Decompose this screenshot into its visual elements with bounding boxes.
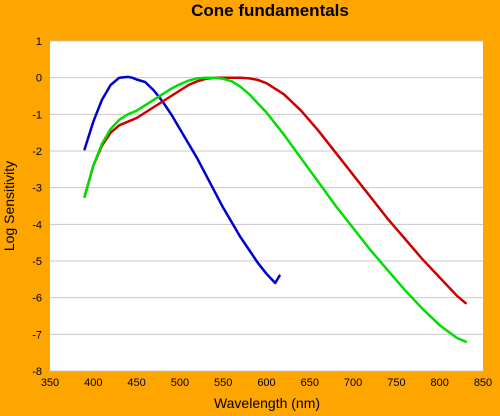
y-tick-label: -8	[32, 366, 42, 378]
x-tick-label: 850	[474, 377, 492, 389]
y-tick-label: 0	[36, 73, 42, 85]
y-tick-label: -4	[32, 219, 42, 231]
y-tick-labels: 1 0 -1 -2 -3 -4 -5 -6 -7 -8	[32, 36, 42, 378]
x-tick-label: 600	[257, 377, 275, 389]
y-tick-label: -6	[32, 293, 42, 305]
chart-title: Cone fundamentals	[191, 1, 349, 20]
series-line-0	[83, 75, 281, 285]
x-tick-label: 750	[387, 377, 405, 389]
y-tick-label: 1	[36, 36, 42, 48]
x-axis-label: Wavelength (nm)	[214, 395, 320, 411]
y-tick-label: -2	[32, 146, 42, 158]
series-line-2	[83, 76, 467, 343]
plot-area	[50, 41, 483, 371]
x-tick-label: 350	[41, 377, 59, 389]
series-line-1	[83, 76, 467, 305]
x-tick-label: 500	[171, 377, 189, 389]
y-tick-label: -5	[32, 256, 42, 268]
y-tick-label: -3	[32, 183, 42, 195]
x-tick-label: 400	[84, 377, 102, 389]
series-lines	[83, 75, 467, 343]
y-axis-label: Log Sensitivity	[1, 161, 17, 251]
x-tick-label: 700	[344, 377, 362, 389]
x-tick-label: 450	[127, 377, 145, 389]
x-tick-labels: 350 400 450 500 550 600 650 700 750 800 850	[41, 377, 492, 389]
x-tick-label: 800	[431, 377, 449, 389]
y-tick-label: -1	[32, 109, 42, 121]
x-tick-label: 550	[214, 377, 232, 389]
y-tick-label: -7	[32, 329, 42, 341]
x-tick-label: 650	[301, 377, 319, 389]
